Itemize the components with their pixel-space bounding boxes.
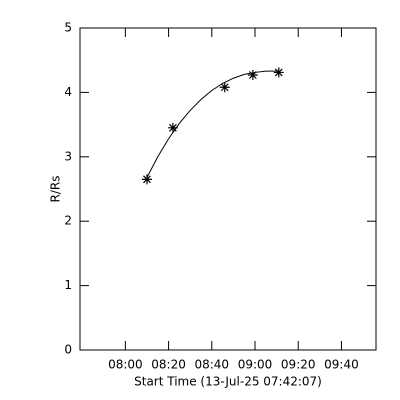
plot-frame [79,27,377,351]
data-point [167,122,178,133]
x-tick-label: 08:20 [151,358,186,372]
fit-line [146,70,279,178]
data-point [141,174,152,185]
y-axis-label: R/Rs [49,176,63,203]
data-point [273,67,284,78]
x-tick-label: 09:00 [238,358,273,372]
y-tick-label: 2 [64,214,72,228]
y-tick-label: 3 [64,149,72,163]
x-tick-label: 08:40 [194,358,229,372]
y-tick-label: 1 [64,278,72,292]
data-point [219,82,230,93]
x-tick-label: 09:40 [324,358,359,372]
x-tick-label: 09:20 [281,358,316,372]
y-tick-label: 0 [64,343,72,357]
x-tick-label: 08:00 [108,358,143,372]
data-point [247,70,258,81]
y-tick-label: 5 [64,21,72,35]
x-axis-label: Start Time (13-Jul-25 07:42:07) [134,375,322,389]
y-tick-label: 4 [64,85,72,99]
